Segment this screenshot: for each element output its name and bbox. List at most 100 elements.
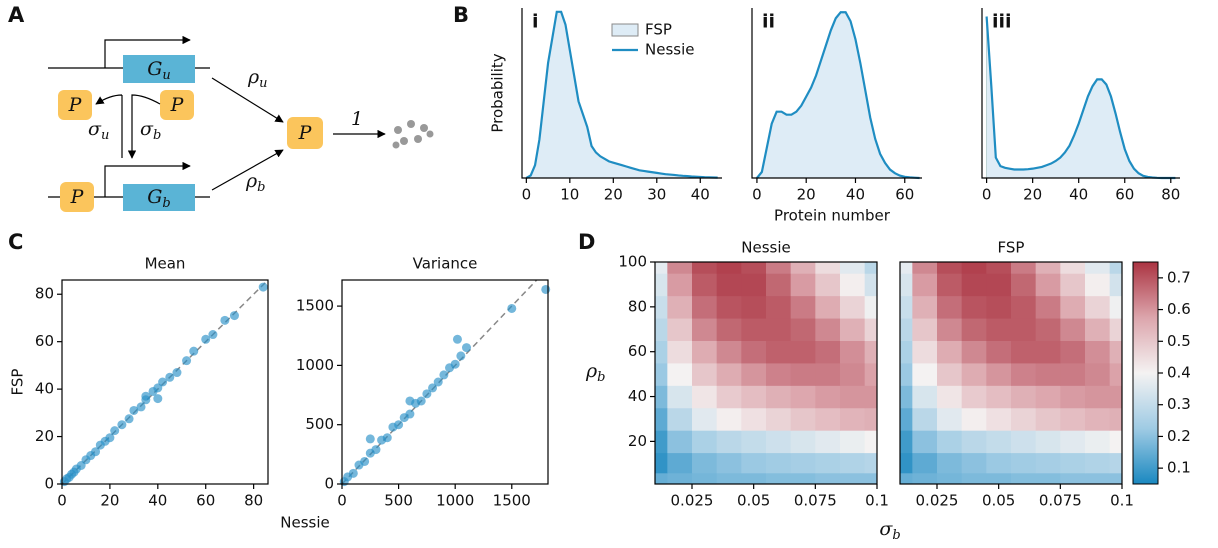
x-tick-label: 500 — [384, 492, 413, 510]
cell — [692, 273, 718, 297]
axes — [61, 279, 269, 485]
cell — [1060, 273, 1086, 297]
point — [124, 414, 134, 424]
y-tick-label: 60 — [628, 342, 647, 360]
cell — [864, 295, 878, 319]
protein: P — [70, 186, 85, 208]
colorbar-tick-label: 0.4 — [1167, 364, 1191, 382]
x-tick-label: 0.025 — [916, 492, 959, 510]
rate-label: σu — [88, 118, 109, 143]
point — [456, 351, 466, 361]
point — [428, 383, 438, 393]
cell — [900, 385, 913, 409]
x-tick-label: 0 — [752, 186, 762, 204]
cell — [716, 340, 742, 364]
cell — [766, 407, 792, 431]
cell — [790, 295, 816, 319]
protein: P — [298, 122, 313, 144]
x-tick-label: 0 — [522, 186, 532, 204]
cell — [986, 262, 1012, 274]
cell — [961, 262, 987, 274]
cell — [1085, 385, 1111, 409]
cell — [766, 318, 792, 341]
panel-title: iii — [992, 11, 1012, 33]
cell — [937, 407, 963, 431]
x-tick-label: 20 — [797, 186, 816, 204]
x-axis-label: Nessie — [280, 514, 329, 532]
cell — [986, 340, 1012, 364]
y-axis-label: FSP — [9, 369, 27, 396]
cell — [1085, 318, 1111, 341]
x-tick-label: 1500 — [493, 492, 531, 510]
cell — [1035, 340, 1061, 364]
x-tick-label: 40 — [691, 186, 710, 204]
y-tick-label: 80 — [35, 285, 54, 303]
cell — [655, 407, 668, 431]
cell — [961, 407, 987, 431]
cell — [912, 430, 938, 454]
point — [416, 396, 426, 406]
cell — [864, 407, 878, 431]
x-tick-label: 40 — [148, 492, 167, 510]
cell — [766, 472, 792, 485]
point — [433, 377, 443, 387]
point — [371, 445, 381, 455]
point — [110, 426, 120, 436]
cell — [900, 273, 913, 297]
point — [136, 402, 146, 412]
cell — [790, 385, 816, 409]
cell — [986, 295, 1012, 319]
point — [507, 303, 517, 313]
cell — [961, 318, 987, 341]
panel-label: B — [453, 3, 469, 27]
cell — [815, 385, 841, 409]
cell — [667, 385, 693, 409]
cell — [1035, 407, 1061, 431]
cell — [840, 273, 866, 297]
cell — [1035, 430, 1061, 454]
cell — [716, 362, 742, 386]
cell — [900, 430, 913, 454]
cell — [741, 452, 767, 474]
point — [141, 391, 151, 401]
cell — [716, 295, 742, 319]
cell — [655, 430, 668, 454]
cell — [1109, 472, 1123, 485]
cell — [1109, 340, 1123, 364]
cell — [961, 295, 987, 319]
rate-label: 1 — [351, 108, 363, 130]
y-tick-label: 20 — [628, 432, 647, 450]
point — [405, 396, 415, 406]
cell — [766, 340, 792, 364]
cell — [864, 273, 878, 297]
cell — [741, 430, 767, 454]
cell — [1060, 295, 1086, 319]
cell — [986, 452, 1012, 474]
y-tick-label: 0 — [324, 475, 334, 493]
cell — [716, 472, 742, 485]
cell — [790, 407, 816, 431]
cell — [766, 452, 792, 474]
x-tick-label: 0 — [57, 492, 67, 510]
cell — [937, 262, 963, 274]
cell — [840, 318, 866, 341]
x-tick-label: 0.025 — [671, 492, 714, 510]
cell — [655, 452, 668, 474]
cell — [716, 262, 742, 274]
point — [189, 346, 199, 356]
cell — [766, 430, 792, 454]
legend-label: FSP — [645, 21, 672, 39]
point — [153, 394, 163, 404]
point — [129, 405, 139, 415]
cell — [741, 362, 767, 386]
cell — [790, 430, 816, 454]
x-tick-label: 1000 — [436, 492, 474, 510]
point — [258, 282, 268, 292]
cell — [790, 262, 816, 274]
y-tick-label: 100 — [618, 253, 647, 271]
cell — [912, 262, 938, 274]
cell — [937, 340, 963, 364]
cell — [864, 262, 878, 274]
cell — [1035, 362, 1061, 386]
cell — [961, 472, 987, 485]
